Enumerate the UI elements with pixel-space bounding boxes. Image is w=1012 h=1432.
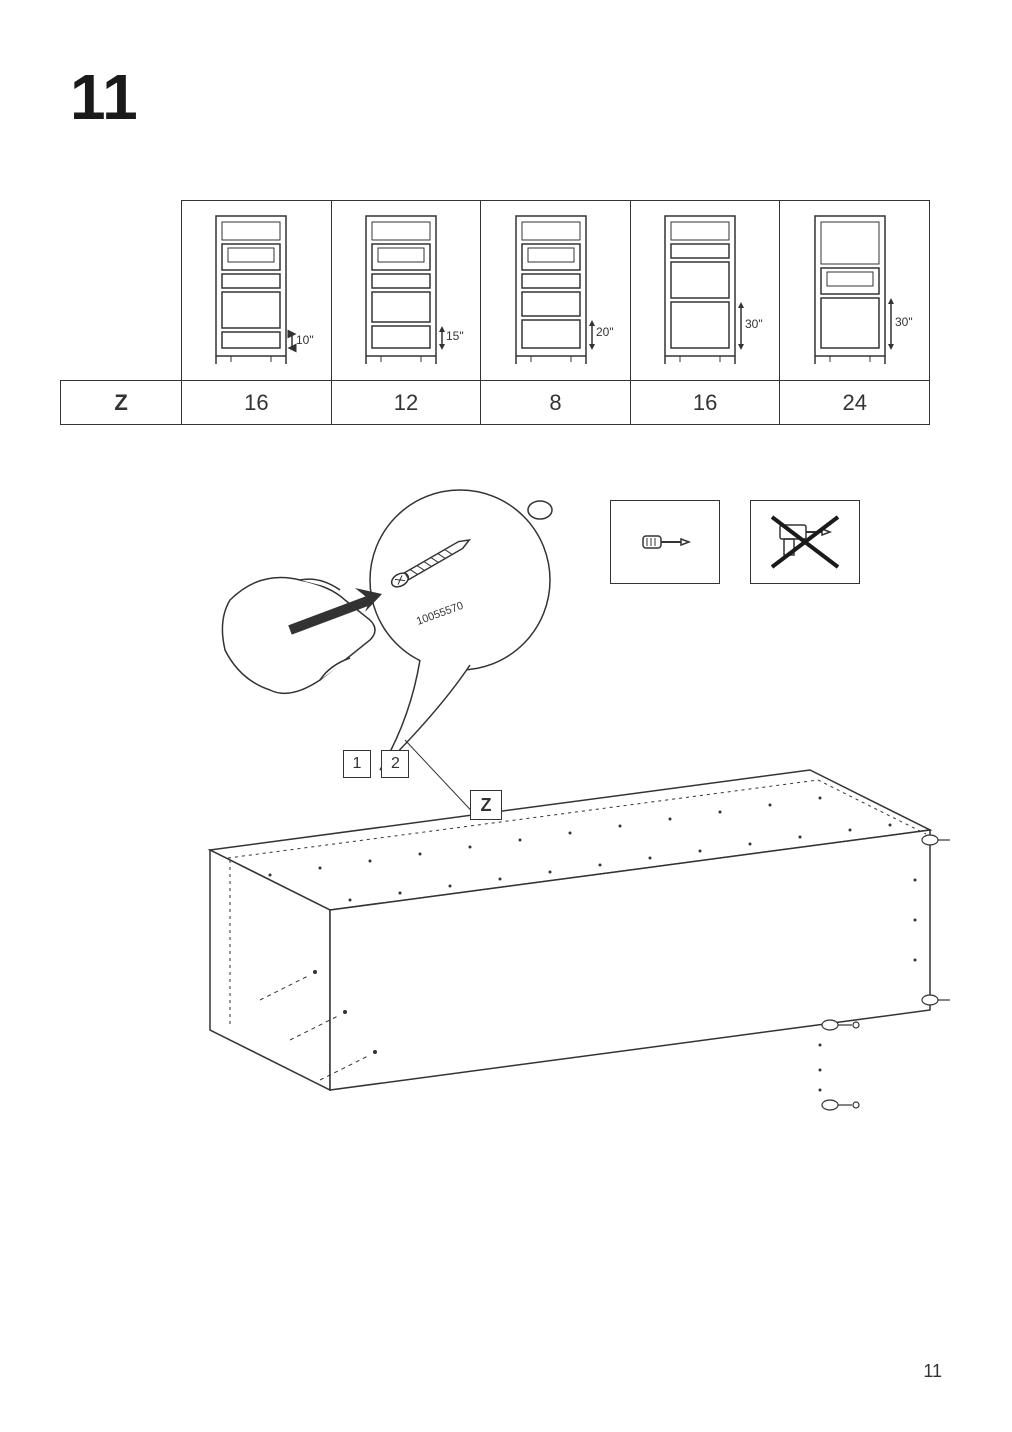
panel-labels: 1 2 xyxy=(340,750,412,778)
cabinet-icon-2: 20" xyxy=(496,208,616,368)
cabinet-icon-3: 30" xyxy=(645,208,765,368)
variant-cell-2: 20" xyxy=(481,201,631,381)
z-row-label: Z xyxy=(61,381,182,425)
z-value-1: 12 xyxy=(331,381,481,425)
cabinet-icon-0: 10" xyxy=(196,208,316,368)
instruction-area: 6x xyxy=(170,480,950,1220)
z-value-2: 8 xyxy=(481,381,631,425)
z-value-4: 24 xyxy=(780,381,930,425)
z-value-0: 16 xyxy=(182,381,332,425)
dim-label-2: 20" xyxy=(596,325,614,339)
z-reference-box: Z xyxy=(470,790,502,820)
dim-label-3: 30" xyxy=(745,317,763,331)
empty-header-cell xyxy=(61,201,182,381)
dim-label-0: 10" xyxy=(296,333,314,347)
cabinet-icon-1: 15" xyxy=(346,208,466,368)
variant-table: 10" 15" xyxy=(60,200,930,425)
panel-label-2: 2 xyxy=(381,750,409,778)
panel-label-1: 1 xyxy=(343,750,371,778)
page-number: 11 xyxy=(923,1361,942,1382)
variant-cell-3: 30" xyxy=(630,201,780,381)
variant-cell-1: 15" xyxy=(331,201,481,381)
dim-label-1: 15" xyxy=(446,329,464,343)
assembly-drawing: 10055570 xyxy=(170,480,950,1200)
dim-label-4: 30" xyxy=(895,315,913,329)
step-number: 11 xyxy=(70,60,138,134)
variant-cell-0: 10" xyxy=(182,201,332,381)
cabinet-icon-4: 30" xyxy=(795,208,915,368)
z-value-3: 16 xyxy=(630,381,780,425)
variant-images-row: 10" 15" xyxy=(61,201,930,381)
variant-cell-4: 30" xyxy=(780,201,930,381)
z-values-row: Z 16 12 8 16 24 xyxy=(61,381,930,425)
